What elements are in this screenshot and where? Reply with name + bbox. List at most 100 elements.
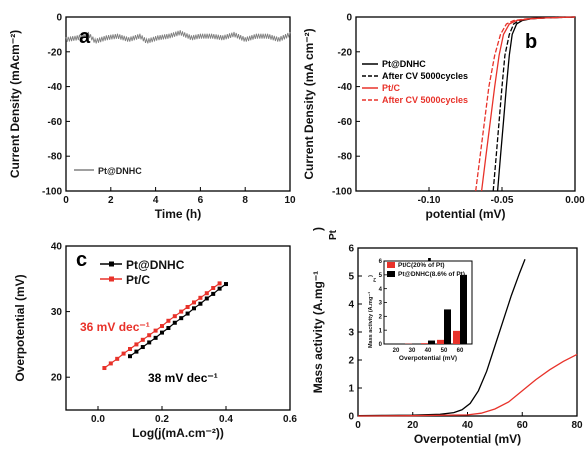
plot-frame: [355, 16, 576, 192]
x-tick-label: 0.4: [219, 414, 233, 425]
legend-label: After CV 5000cycles: [382, 95, 468, 105]
y-axis-label: Mass activity (A.mg⁻¹: [311, 271, 325, 393]
annotation: 36 mV dec⁻¹: [80, 320, 150, 334]
x-tick-label: 40: [462, 420, 474, 431]
data-point: [115, 356, 120, 361]
x-tick-label: 0.00: [565, 195, 585, 206]
x-tick-label: -0.10: [418, 195, 441, 206]
x-tick-label: 6: [198, 195, 204, 206]
data-point: [153, 328, 158, 333]
x-axis-label: potential (mV): [426, 207, 506, 221]
y-tick-label: 5: [348, 272, 354, 283]
y-tick-label: 3: [348, 328, 354, 339]
data-point: [128, 346, 132, 351]
y-tick-label: 40: [51, 242, 63, 253]
data-point: [121, 351, 126, 356]
legend-label: Pt@DNHC: [126, 258, 185, 272]
data-point: [160, 324, 164, 329]
x-axis-label: Time (h): [155, 207, 201, 221]
y-tick-label: -60: [48, 117, 63, 128]
x-tick-label: 0: [355, 420, 361, 431]
y-tick-label: 0: [348, 412, 354, 423]
y-tick-label: 0: [379, 342, 383, 348]
panel-label: b: [525, 31, 537, 53]
data-point: [198, 301, 203, 306]
y-tick-label: 1: [379, 328, 383, 334]
y-tick-label: 5: [379, 273, 383, 279]
y-tick-label: -100: [332, 187, 352, 198]
x-tick-label: 40: [425, 348, 432, 354]
x-tick-label: 30: [409, 348, 416, 354]
data-point: [179, 309, 184, 314]
legend-marker: [109, 261, 114, 267]
data-point: [217, 281, 222, 286]
y-axis-label-close: ): [368, 275, 374, 277]
x-tick-label: 0.2: [155, 414, 169, 425]
bar: [421, 343, 428, 344]
bar: [437, 339, 444, 344]
annotation: 38 mV dec⁻¹: [148, 371, 218, 385]
x-tick-label: -0.05: [491, 195, 514, 206]
data-point: [166, 318, 171, 323]
data-point: [140, 345, 145, 350]
data-point: [160, 330, 164, 335]
x-tick-label: 20: [393, 348, 400, 354]
y-tick-label: 0: [346, 13, 352, 24]
data-point: [192, 306, 196, 311]
data-point: [224, 282, 228, 287]
x-tick-label: 50: [441, 348, 448, 354]
series-line: [65, 30, 291, 44]
data-point: [153, 335, 158, 340]
x-tick-label: 60: [517, 420, 529, 431]
panel-label: a: [79, 26, 91, 48]
data-point: [102, 366, 107, 371]
y-tick-label: -20: [338, 47, 353, 58]
y-tick-label: 20: [51, 373, 63, 384]
data-point: [166, 326, 171, 330]
legend-label: Pt@DNHC: [382, 59, 426, 69]
data-point: [211, 285, 216, 290]
y-axis-label: Current Density (mA cm⁻²): [302, 28, 316, 179]
bar: [444, 309, 451, 344]
x-tick-label: 4: [153, 195, 159, 206]
panel-b: -0.10 -0.05 0.00 0 -20 -40 -60 -80 -100 potential…: [302, 13, 585, 222]
data-point: [147, 340, 152, 345]
panel-label: c: [76, 249, 87, 271]
legend-label: Pt/C: [382, 83, 401, 93]
series-line: [475, 16, 576, 192]
y-tick-label: 1: [348, 384, 354, 395]
data-point: [134, 349, 139, 354]
legend-label: After CV 5000cycles: [382, 71, 468, 81]
data-point: [128, 354, 132, 359]
y-tick-label: 2: [348, 356, 354, 367]
x-tick-label: 0.6: [283, 414, 297, 425]
legend-marker: [109, 276, 114, 282]
legend-swatch: [387, 271, 395, 277]
y-tick-label: 6: [379, 259, 383, 265]
data-point: [134, 342, 139, 347]
y-axis-label-subscript: Pt: [328, 229, 339, 240]
plot-frame: [65, 245, 291, 411]
bar: [428, 340, 435, 344]
series-line: [480, 16, 576, 192]
x-tick-label: 8: [242, 195, 248, 206]
y-tick-label: 4: [348, 300, 354, 311]
legend-label: Pt/C(20% of Pt): [398, 262, 445, 269]
data-point: [192, 300, 196, 305]
y-axis-label: Current Density (mAcm⁻²): [8, 30, 22, 178]
bar: [460, 274, 467, 344]
data-point: [204, 291, 209, 296]
data-point: [211, 291, 216, 296]
y-tick-label: -80: [338, 152, 353, 163]
y-tick-label: 0: [56, 13, 62, 24]
y-axis-label-close: ): [311, 227, 325, 231]
data-point: [204, 296, 209, 301]
x-tick-label: 10: [284, 195, 296, 206]
x-tick-label: 2: [108, 195, 114, 206]
y-tick-label: 30: [51, 307, 63, 318]
data-point: [172, 320, 177, 325]
panel-a: 0 2 4 6 8 10 0 -20 -40 -60 -80 -100 Time (h) Current …: [8, 13, 296, 222]
